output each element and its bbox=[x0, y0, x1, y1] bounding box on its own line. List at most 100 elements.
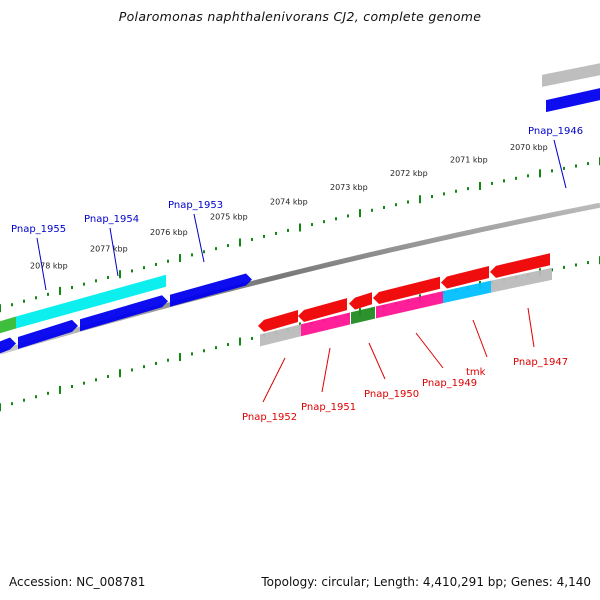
scale-minor-tick bbox=[575, 164, 577, 168]
map-title: Polaromonas naphthalenivorans CJ2, compl… bbox=[118, 9, 482, 24]
reverse-gene-leader-line bbox=[321, 347, 331, 393]
reverse-scale-minor-tick bbox=[575, 263, 577, 267]
scale-minor-tick bbox=[503, 179, 505, 183]
scale-major-tick bbox=[239, 238, 241, 247]
cog-block bbox=[491, 267, 552, 293]
forward-gene-leader-line bbox=[553, 139, 567, 189]
forward-gene-leader-line bbox=[109, 227, 119, 277]
reverse-gene-leader-line bbox=[415, 332, 444, 369]
forward-gene-label: Pnap_1955 bbox=[11, 224, 66, 235]
scale-tick-label: 2074 kbp bbox=[270, 197, 308, 206]
scale-minor-tick bbox=[527, 174, 529, 178]
reverse-gene-arrow bbox=[258, 309, 298, 332]
reverse-gene-arrow bbox=[441, 266, 489, 289]
scale-minor-tick bbox=[347, 214, 349, 218]
reverse-gene-leader-line bbox=[262, 357, 286, 403]
scale-major-tick bbox=[359, 209, 361, 218]
reverse-scale-minor-tick bbox=[143, 365, 145, 369]
scale-minor-tick bbox=[71, 286, 73, 290]
reverse-gene-leader-line bbox=[472, 319, 488, 358]
forward-gene-leader-line bbox=[36, 237, 47, 291]
scale-tick-label: 2071 kbp bbox=[450, 156, 488, 165]
scale-minor-tick bbox=[23, 299, 25, 303]
reverse-gene-leader-line bbox=[368, 342, 386, 380]
cog-block bbox=[16, 274, 166, 329]
cog-block bbox=[260, 324, 301, 347]
reverse-scale-minor-tick bbox=[155, 361, 157, 365]
scale-minor-tick bbox=[95, 279, 97, 283]
scale-minor-tick bbox=[167, 259, 169, 263]
scale-minor-tick bbox=[215, 247, 217, 251]
scale-tick-label: 2072 kbp bbox=[390, 169, 428, 178]
reverse-scale-minor-tick bbox=[11, 402, 13, 406]
scale-minor-tick bbox=[107, 275, 109, 279]
reverse-scale-minor-tick bbox=[191, 352, 193, 356]
forward-gene-arrow bbox=[170, 273, 252, 307]
scale-major-tick bbox=[479, 181, 481, 190]
scale-minor-tick bbox=[35, 296, 37, 300]
scale-minor-tick bbox=[83, 282, 85, 286]
scale-major-tick bbox=[419, 195, 421, 204]
scale-minor-tick bbox=[311, 223, 313, 227]
reverse-scale-minor-tick bbox=[587, 261, 589, 265]
genome-summary: Topology: circular; Length: 4,410,291 bp… bbox=[261, 575, 591, 589]
accession-label: Accession: NC_008781 bbox=[9, 575, 146, 589]
scale-minor-tick bbox=[467, 187, 469, 191]
scale-minor-tick bbox=[491, 181, 493, 185]
scale-minor-tick bbox=[203, 250, 205, 254]
reverse-gene-arrow bbox=[490, 253, 550, 278]
scale-minor-tick bbox=[323, 220, 325, 224]
scale-minor-tick bbox=[143, 266, 145, 270]
scale-tick-label: 2075 kbp bbox=[210, 213, 248, 222]
cog-block bbox=[376, 291, 443, 319]
reverse-gene-label: Pnap_1947 bbox=[513, 357, 568, 368]
reverse-scale-minor-tick bbox=[563, 265, 565, 269]
forward-gene-label: Pnap_1953 bbox=[168, 200, 223, 211]
cog-block bbox=[301, 312, 350, 337]
reverse-scale-major-tick bbox=[239, 337, 241, 346]
reverse-scale-minor-tick bbox=[251, 336, 253, 340]
scale-minor-tick bbox=[287, 228, 289, 232]
reverse-gene-leader-line bbox=[527, 307, 535, 348]
scale-tick-label: 2073 kbp bbox=[330, 183, 368, 192]
reverse-gene-arrow bbox=[373, 276, 440, 305]
reverse-scale-minor-tick bbox=[23, 398, 25, 402]
reverse-scale-major-tick bbox=[59, 385, 61, 394]
scale-major-tick bbox=[59, 286, 61, 295]
forward-gene-arrow bbox=[18, 319, 78, 349]
reverse-gene-label: Pnap_1952 bbox=[242, 412, 297, 423]
scale-minor-tick bbox=[11, 303, 13, 307]
cog-block bbox=[542, 63, 600, 87]
reverse-scale-minor-tick bbox=[95, 378, 97, 382]
reverse-scale-minor-tick bbox=[47, 391, 49, 395]
reverse-gene-label: Pnap_1951 bbox=[301, 402, 356, 413]
reverse-scale-minor-tick bbox=[215, 346, 217, 350]
forward-gene-label: Pnap_1946 bbox=[528, 126, 583, 137]
scale-minor-tick bbox=[515, 176, 517, 180]
scale-minor-tick bbox=[335, 217, 337, 221]
scale-tick-label: 2078 kbp bbox=[30, 261, 68, 270]
scale-minor-tick bbox=[551, 169, 553, 173]
reverse-scale-minor-tick bbox=[227, 343, 229, 347]
cog-block bbox=[351, 306, 375, 325]
scale-minor-tick bbox=[371, 208, 373, 212]
scale-major-tick bbox=[539, 169, 541, 178]
scale-minor-tick bbox=[191, 253, 193, 257]
scale-tick-label: 2070 kbp bbox=[510, 143, 548, 152]
reverse-gene-label: tmk bbox=[466, 367, 486, 378]
reverse-scale-minor-tick bbox=[83, 381, 85, 385]
reverse-scale-minor-tick bbox=[167, 358, 169, 362]
scale-minor-tick bbox=[455, 189, 457, 193]
scale-minor-tick bbox=[47, 292, 49, 296]
reverse-scale-major-tick bbox=[0, 403, 1, 412]
scale-minor-tick bbox=[443, 192, 445, 196]
scale-minor-tick bbox=[155, 262, 157, 266]
scale-minor-tick bbox=[263, 234, 265, 238]
forward-gene-label: Pnap_1954 bbox=[84, 214, 139, 225]
forward-gene-arrow bbox=[0, 337, 16, 354]
scale-minor-tick bbox=[407, 200, 409, 204]
scale-major-tick bbox=[299, 223, 301, 232]
reverse-gene-arrow bbox=[349, 292, 372, 310]
forward-gene-arrow bbox=[546, 88, 600, 113]
